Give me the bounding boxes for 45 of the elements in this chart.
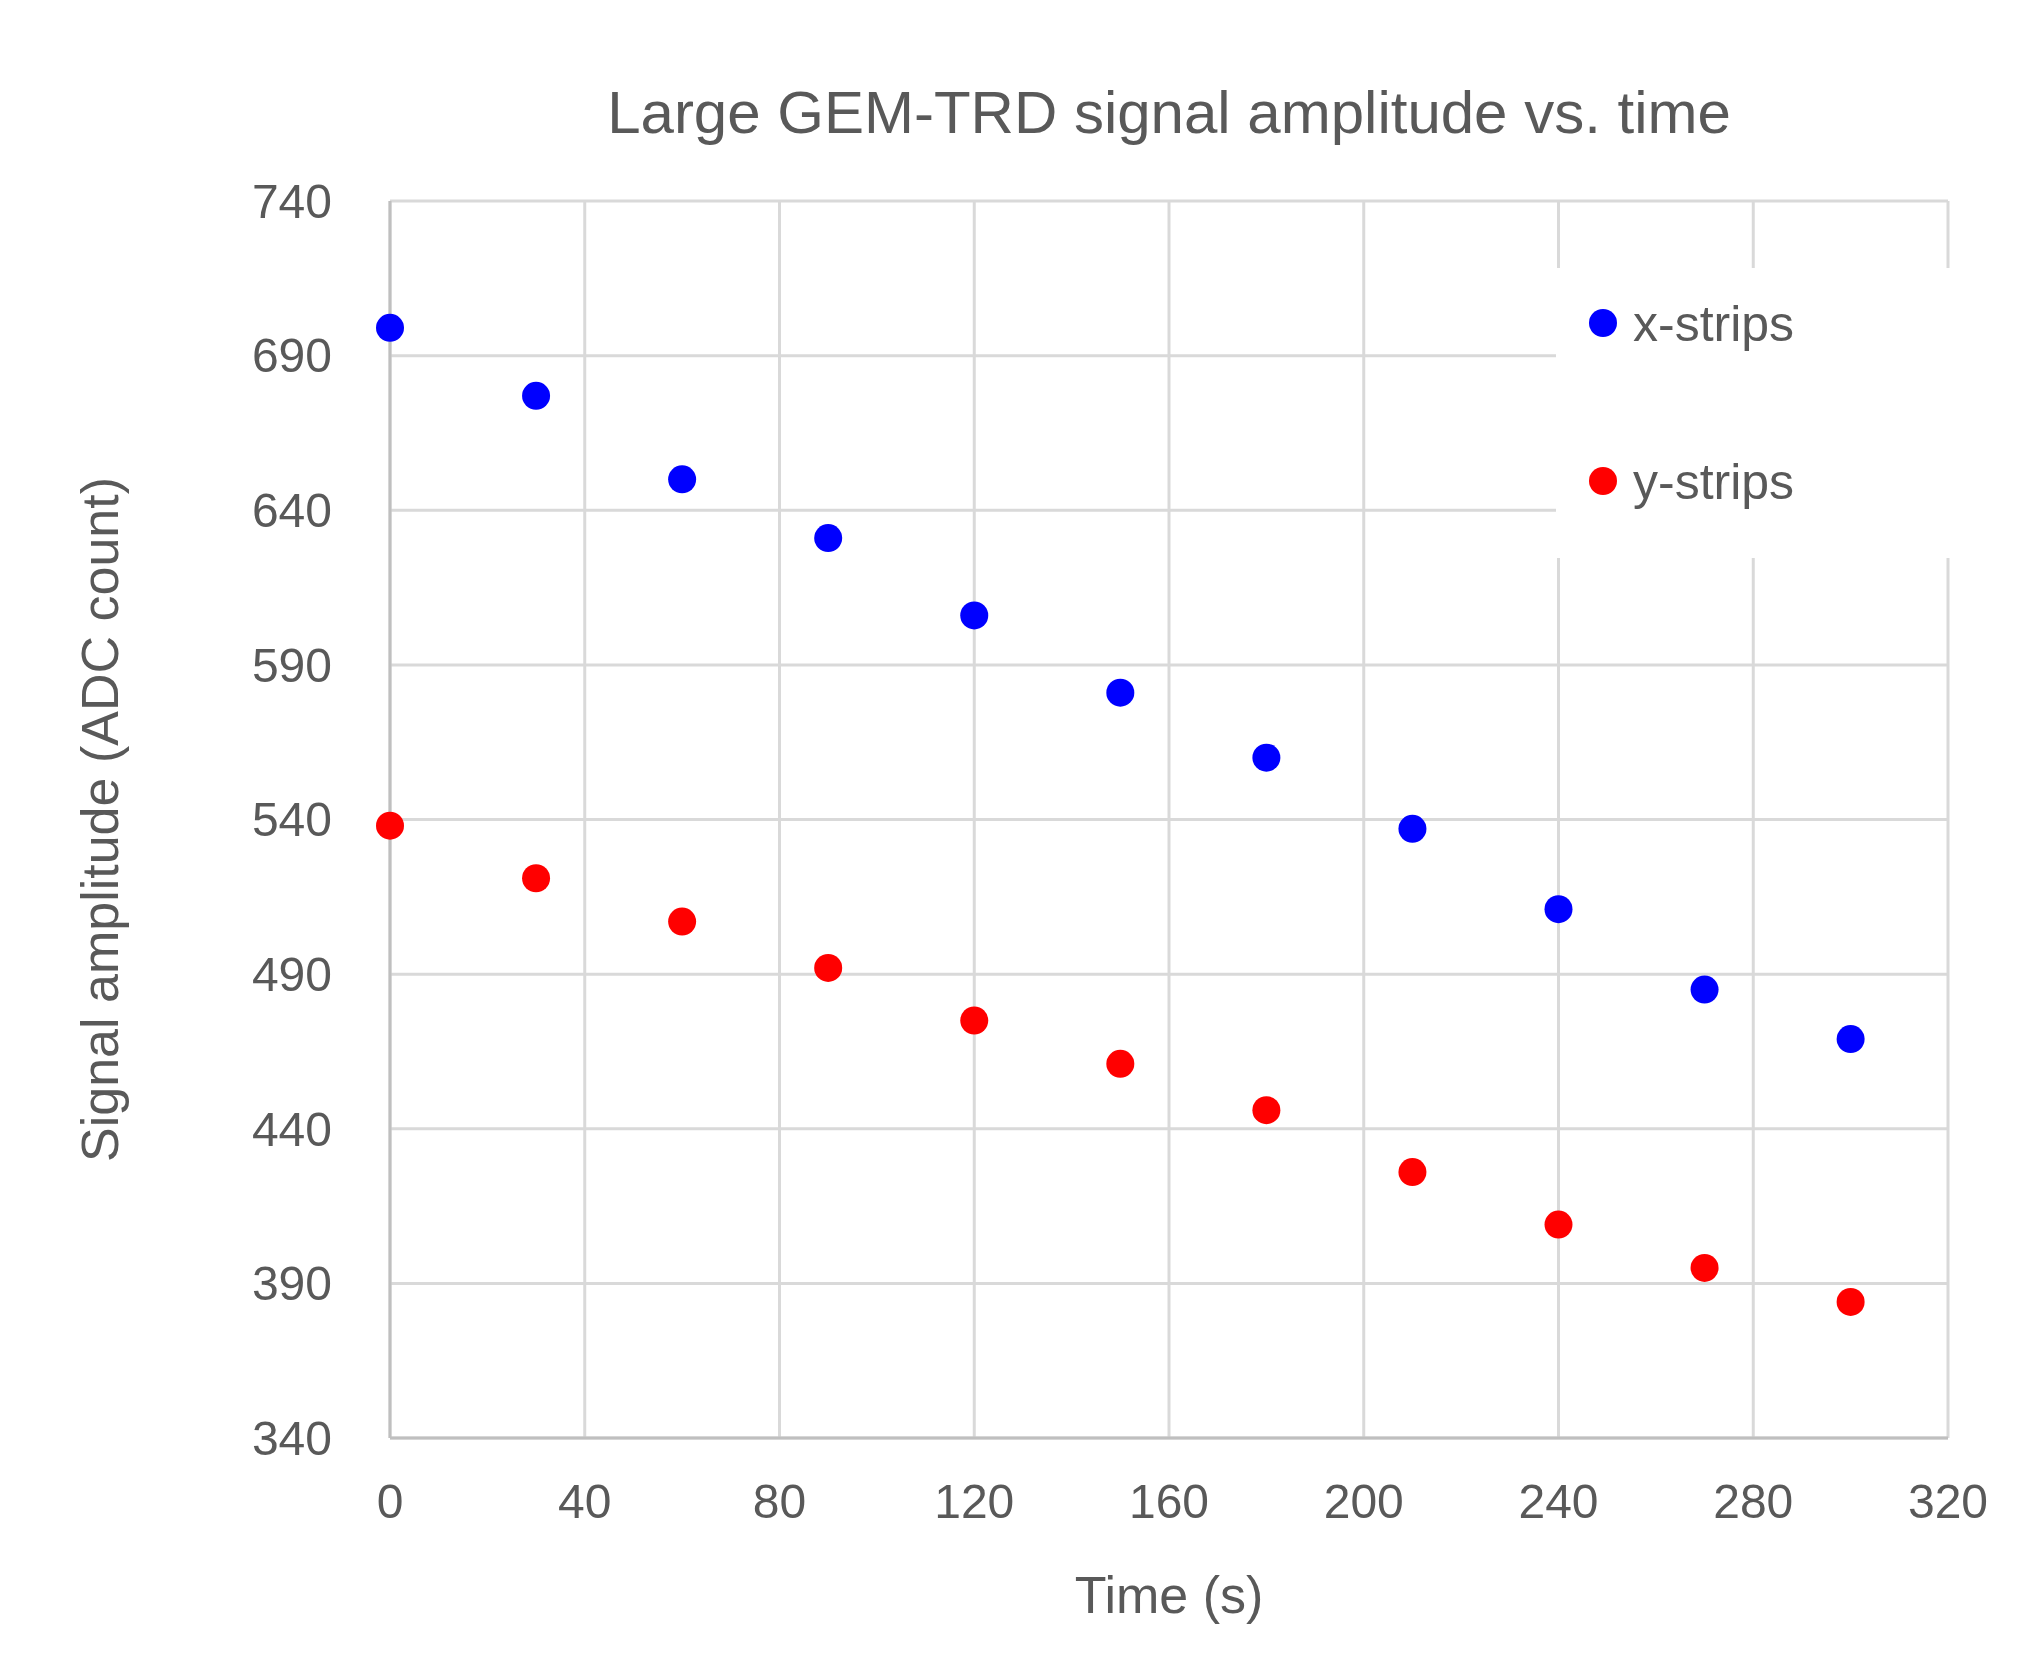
point (1836, 1287, 1865, 1316)
point (814, 953, 843, 982)
x-tick-label: 40 (558, 1475, 612, 1528)
y-tick-label: 390 (251, 1257, 332, 1311)
y-tick-label: 640 (251, 484, 332, 538)
point (960, 601, 989, 630)
x-tick-label: 200 (1323, 1475, 1404, 1528)
point (1544, 1210, 1573, 1239)
point (814, 524, 843, 553)
point (1106, 1049, 1135, 1078)
chart-title: Large GEM-TRD signal amplitude vs. time (607, 79, 1731, 146)
y-tick-label: 690 (251, 329, 332, 383)
point (522, 864, 551, 893)
y-tick-label: 440 (251, 1102, 332, 1156)
point (1836, 1025, 1865, 1054)
x-tick-label: 120 (934, 1475, 1015, 1528)
y-tick-label: 740 (251, 174, 332, 228)
point (960, 1006, 989, 1035)
x-tick-label: 80 (752, 1475, 807, 1528)
point (1398, 814, 1427, 843)
legend-label: x-strips (1633, 295, 1795, 352)
point (522, 381, 551, 410)
x-tick-label: 240 (1518, 1475, 1599, 1528)
y-tick-label: 590 (251, 638, 332, 692)
point (1252, 1096, 1281, 1125)
x-tick-label: 320 (1907, 1475, 1989, 1528)
x-tick-label: 160 (1128, 1475, 1210, 1528)
legend-label: y-strips (1633, 453, 1795, 510)
point (1106, 678, 1135, 707)
x-tick-label: 280 (1713, 1475, 1794, 1528)
y-axis-title: Signal amplitude (ADC count) (71, 477, 129, 1162)
point (668, 465, 697, 494)
point (1252, 743, 1281, 772)
point (376, 811, 404, 840)
point (1690, 975, 1719, 1004)
point (1398, 1158, 1427, 1187)
x-tick-label: 0 (376, 1475, 404, 1528)
y-tick-label: 490 (251, 947, 332, 1001)
x-axis-title: Time (s) (1074, 1566, 1264, 1624)
point (376, 313, 404, 342)
y-tick-label: 540 (251, 793, 332, 847)
point (1544, 895, 1573, 924)
y-tick-label: 340 (251, 1411, 332, 1465)
point (668, 907, 697, 936)
point (1690, 1253, 1719, 1282)
